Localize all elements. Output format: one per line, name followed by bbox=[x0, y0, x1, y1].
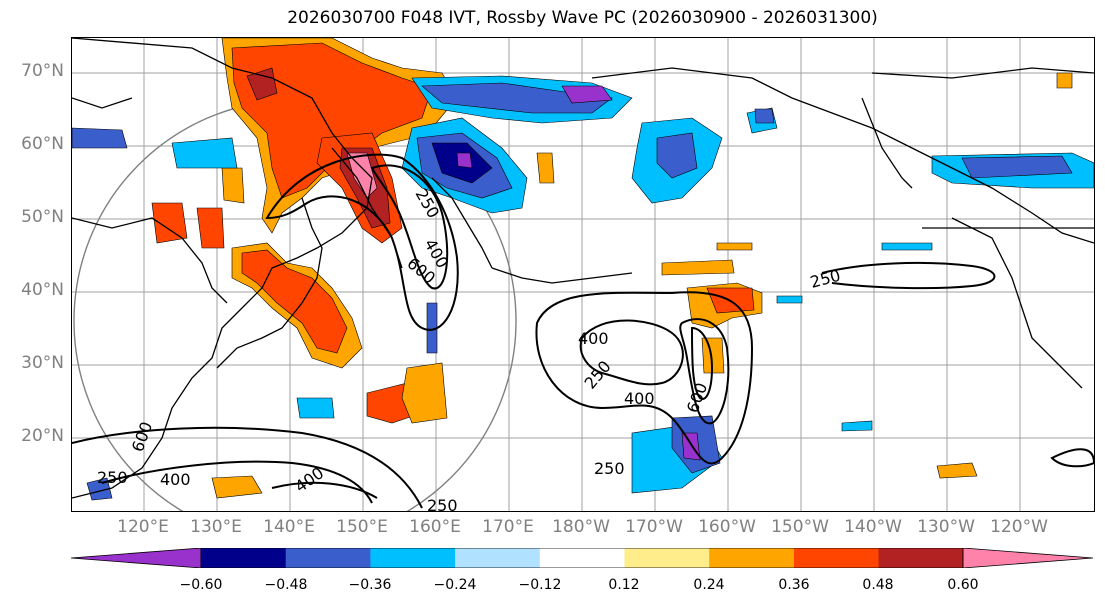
colorbar-tick: −0.24 bbox=[433, 577, 477, 593]
positive-anomaly-region bbox=[536, 152, 555, 184]
lon-label-170w: 170°W bbox=[625, 517, 683, 537]
lon-label-120w: 120°W bbox=[990, 517, 1048, 537]
negative-anomaly-region bbox=[961, 155, 1073, 179]
lon-label-140w: 140°W bbox=[844, 517, 902, 537]
colorbar-extend-max bbox=[962, 548, 1094, 568]
colorbar-cell bbox=[455, 548, 541, 568]
lon-label-170e: 170°E bbox=[482, 517, 534, 537]
colorbar-tick: 0.36 bbox=[778, 577, 810, 593]
negative-anomaly-region bbox=[72, 127, 128, 149]
ivt-shading bbox=[72, 38, 1094, 501]
colorbar-tick: 0.48 bbox=[862, 577, 894, 593]
colorbar-cell bbox=[878, 548, 964, 568]
negative-anomaly-region bbox=[456, 152, 473, 169]
colorbar-tick: −0.12 bbox=[518, 577, 562, 593]
negative-anomaly-region bbox=[296, 397, 335, 419]
colorbar-cell bbox=[539, 548, 625, 568]
lon-label-180w: 180°W bbox=[552, 517, 610, 537]
negative-anomaly-region bbox=[561, 85, 613, 104]
negative-anomaly-region bbox=[86, 477, 113, 501]
lon-label-160w: 160°W bbox=[698, 517, 756, 537]
lat-label-70n: 70°N bbox=[21, 61, 64, 81]
negative-anomaly-region bbox=[776, 295, 803, 304]
negative-anomaly-region bbox=[841, 420, 873, 432]
negative-anomaly-region bbox=[656, 132, 698, 179]
lat-label-60n: 60°N bbox=[21, 134, 64, 154]
positive-anomaly-region bbox=[716, 242, 753, 251]
contour-label: 250 bbox=[808, 266, 842, 292]
colorbar-cell bbox=[624, 548, 710, 568]
negative-anomaly-region bbox=[681, 432, 701, 461]
colorbar-cell bbox=[370, 548, 456, 568]
contour-label: 600 bbox=[683, 380, 711, 415]
negative-anomaly-region bbox=[171, 137, 238, 169]
contour-label: 400 bbox=[624, 389, 655, 408]
map-area: 250 400 600 400 250 400 600 250 250 400 … bbox=[71, 37, 1095, 512]
positive-anomaly-region bbox=[701, 337, 725, 374]
positive-anomaly-region bbox=[221, 167, 245, 204]
positive-anomaly-region bbox=[246, 67, 278, 101]
colorbar-tick: −0.36 bbox=[348, 577, 392, 593]
negative-anomaly-region bbox=[421, 82, 613, 114]
contour-label: 600 bbox=[128, 419, 156, 454]
colorbar-tick: −0.48 bbox=[264, 577, 308, 593]
lat-label-20n: 20°N bbox=[21, 426, 64, 446]
positive-anomaly-region bbox=[936, 462, 978, 479]
positive-anomaly-region bbox=[661, 259, 735, 276]
colorbar-tick: 0.24 bbox=[693, 577, 725, 593]
contour-label: 400 bbox=[578, 329, 609, 348]
lat-label-50n: 50°N bbox=[21, 207, 64, 227]
lon-label-130e: 130°E bbox=[190, 517, 242, 537]
map-title: 2026030700 F048 IVT, Rossby Wave PC (202… bbox=[287, 8, 878, 28]
contour-label: 400 bbox=[160, 470, 191, 489]
positive-anomaly-region bbox=[1056, 72, 1073, 89]
colorbar-tick: 0.60 bbox=[947, 577, 979, 593]
positive-anomaly-region bbox=[211, 475, 263, 499]
colorbar-cell bbox=[201, 548, 287, 568]
colorbar-tick: 0.12 bbox=[608, 577, 640, 593]
lon-label-140e: 140°E bbox=[263, 517, 315, 537]
colorbar-cell bbox=[793, 548, 880, 568]
lon-label-160e: 160°E bbox=[409, 517, 461, 537]
lon-label-120e: 120°E bbox=[117, 517, 169, 537]
lat-label-40n: 40°N bbox=[21, 280, 64, 300]
colorbar-tick: −0.60 bbox=[179, 577, 223, 593]
positive-anomaly-region bbox=[151, 202, 188, 244]
positive-anomaly-region bbox=[196, 207, 225, 249]
colorbar bbox=[71, 548, 1094, 568]
lon-label-130w: 130°W bbox=[917, 517, 975, 537]
colorbar-extend-min bbox=[71, 548, 202, 568]
colorbar-cell bbox=[709, 548, 795, 568]
contour-lines bbox=[72, 153, 1094, 509]
colorbar-cell bbox=[285, 548, 371, 568]
negative-anomaly-region bbox=[881, 242, 933, 251]
negative-anomaly-region bbox=[754, 108, 775, 124]
contour-label: 250 bbox=[594, 459, 625, 478]
lon-label-150w: 150°W bbox=[771, 517, 829, 537]
positive-anomaly-region bbox=[401, 362, 448, 424]
map-canvas: 250 400 600 400 250 400 600 250 250 400 … bbox=[72, 38, 1094, 511]
coastlines bbox=[72, 38, 1094, 499]
negative-anomaly-region bbox=[426, 302, 438, 354]
lon-label-150e: 150°E bbox=[336, 517, 388, 537]
contour-label: 250 bbox=[427, 496, 458, 511]
lat-label-30n: 30°N bbox=[21, 353, 64, 373]
contour-label: 250 bbox=[97, 468, 128, 487]
